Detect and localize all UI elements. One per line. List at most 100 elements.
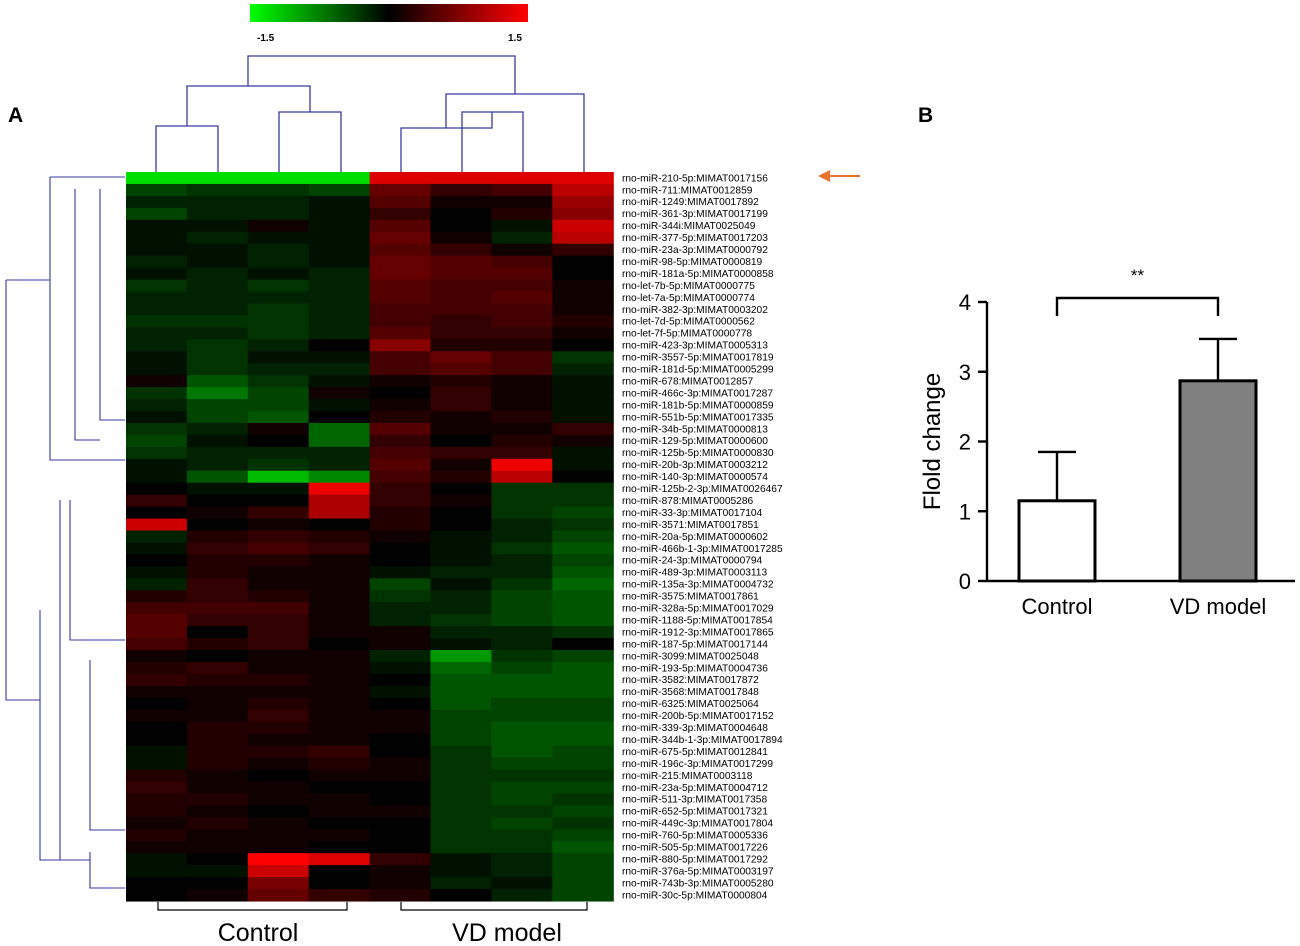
heatmap-cell bbox=[552, 745, 614, 759]
heatmap-cell bbox=[552, 434, 614, 448]
heatmap-cell bbox=[126, 387, 188, 400]
heatmap-cell bbox=[369, 243, 432, 257]
color-scale-max-label: 1.5 bbox=[508, 33, 522, 44]
heatmap-cell bbox=[126, 661, 188, 675]
heatmap-cell bbox=[308, 697, 371, 711]
row-label: rno-miR-98-5p:MIMAT0000819 bbox=[622, 257, 763, 268]
heatmap-cell bbox=[308, 530, 371, 544]
row-label: rno-miR-24-3p:MIMAT0000794 bbox=[622, 556, 763, 567]
heatmap-cell bbox=[308, 183, 371, 197]
heatmap-cell bbox=[126, 829, 188, 842]
heatmap-cell bbox=[491, 243, 553, 257]
heatmap-cell bbox=[369, 231, 432, 245]
heatmap-cell bbox=[369, 889, 432, 902]
heatmap-cell bbox=[369, 697, 432, 711]
heatmap-cell bbox=[552, 446, 614, 460]
heatmap-cell bbox=[247, 327, 310, 340]
heatmap-cell bbox=[247, 877, 310, 890]
heatmap-cell bbox=[126, 781, 188, 794]
heatmap-cell bbox=[430, 805, 492, 818]
heatmap-row: rno-miR-23a-3p:MIMAT0000792 bbox=[126, 243, 768, 257]
heatmap-cell bbox=[308, 219, 371, 233]
row-label: rno-let-7f-5p:MIMAT0000778 bbox=[622, 329, 752, 340]
row-label: rno-miR-361-3p:MIMAT0017199 bbox=[622, 209, 768, 220]
heatmap-cell bbox=[491, 745, 553, 759]
row-label: rno-miR-200b-5p:MIMAT0017152 bbox=[622, 711, 774, 722]
heatmap-cell bbox=[491, 877, 553, 890]
heatmap-cell bbox=[308, 255, 371, 269]
heatmap-cell bbox=[491, 446, 553, 460]
heatmap-cell bbox=[430, 578, 492, 591]
heatmap-cell bbox=[552, 841, 614, 854]
heatmap-cell bbox=[430, 745, 492, 759]
heatmap-cell bbox=[308, 817, 371, 830]
heatmap-cell bbox=[308, 626, 371, 639]
heatmap-cell bbox=[430, 829, 492, 842]
heatmap-cell bbox=[552, 542, 614, 555]
heatmap-cell bbox=[430, 602, 492, 615]
bar-vd-model bbox=[1178, 379, 1258, 583]
col-dendro-branch bbox=[155, 125, 219, 172]
heatmap-cell bbox=[491, 351, 553, 364]
heatmap-cell bbox=[369, 518, 432, 532]
heatmap-cell bbox=[247, 494, 310, 508]
heatmap-cell bbox=[126, 195, 188, 209]
heatmap-cell bbox=[491, 769, 553, 783]
heatmap-cell bbox=[430, 853, 492, 866]
heatmap-cell bbox=[247, 889, 310, 902]
heatmap-cell bbox=[369, 207, 432, 221]
heatmap-cell bbox=[491, 554, 553, 567]
heatmap-cell bbox=[186, 446, 249, 460]
heatmap-cell bbox=[491, 733, 553, 747]
heatmap-cell bbox=[186, 542, 249, 555]
heatmap-cell bbox=[126, 542, 188, 555]
row-label: rno-miR-449c-3p:MIMAT0017804 bbox=[622, 819, 773, 830]
heatmap-row: rno-miR-98-5p:MIMAT0000819 bbox=[126, 255, 763, 269]
heatmap-cell bbox=[430, 327, 492, 340]
panel-a: A -1.5 1.5 rno-miR-210-5p:MIMAT00 bbox=[5, 4, 860, 946]
heatmap-cell bbox=[126, 411, 188, 424]
heatmap-cell bbox=[552, 267, 614, 281]
row-dendro-branch bbox=[99, 189, 125, 421]
row-label: rno-miR-652-5p:MIMAT0017321 bbox=[622, 807, 768, 818]
row-label: rno-miR-23a-3p:MIMAT0000792 bbox=[622, 245, 768, 256]
vd-model-group-label: VD model bbox=[452, 919, 562, 946]
heatmap-cell bbox=[491, 530, 553, 544]
heatmap-row: rno-miR-449c-3p:MIMAT0017804 bbox=[126, 817, 773, 830]
heatmap-cell bbox=[308, 303, 371, 316]
heatmap-cell bbox=[186, 853, 249, 866]
heatmap-cell bbox=[430, 315, 492, 328]
heatmap-cell bbox=[126, 434, 188, 448]
heatmap-cell bbox=[369, 291, 432, 305]
heatmap-cell bbox=[247, 207, 310, 221]
heatmap-cell bbox=[308, 805, 371, 818]
heatmap-cell bbox=[126, 482, 188, 496]
row-label: rno-miR-423-3p:MIMAT0005313 bbox=[622, 341, 768, 352]
heatmap-cell bbox=[186, 530, 249, 544]
heatmap-cell bbox=[308, 470, 371, 484]
y-tick-label: 2 bbox=[959, 430, 971, 455]
heatmap-row: rno-miR-187-5p:MIMAT0017144 bbox=[126, 638, 768, 651]
heatmap-row: rno-miR-489-3p:MIMAT0003113 bbox=[126, 566, 767, 579]
heatmap-cell bbox=[186, 709, 249, 723]
col-dendro-branch bbox=[445, 93, 585, 172]
heatmap-cell bbox=[430, 554, 492, 567]
heatmap-cell bbox=[430, 458, 492, 472]
heatmap-cell bbox=[552, 889, 614, 902]
heatmap-cell bbox=[308, 327, 371, 340]
heatmap-cell bbox=[126, 877, 188, 890]
heatmap-row: rno-miR-30c-5p:MIMAT0000804 bbox=[126, 889, 768, 902]
bar-control bbox=[1017, 499, 1097, 583]
heatmap-cell bbox=[308, 363, 371, 376]
heatmap-cell bbox=[491, 339, 553, 352]
heatmap-cell bbox=[308, 685, 371, 699]
heatmap-rows: rno-miR-210-5p:MIMAT0017156rno-miR-711:M… bbox=[126, 172, 783, 902]
heatmap-cell bbox=[430, 566, 492, 579]
heatmap-row: rno-let-7f-5p:MIMAT0000778 bbox=[126, 327, 752, 340]
row-label: rno-miR-193-5p:MIMAT0004736 bbox=[622, 663, 768, 674]
heatmap-cell bbox=[308, 721, 371, 735]
heatmap-cell bbox=[186, 793, 249, 806]
heatmap-cell bbox=[308, 172, 371, 185]
heatmap-cell bbox=[186, 363, 249, 376]
heatmap-row: rno-miR-344b-1-3p:MIMAT0017894 bbox=[126, 733, 783, 747]
